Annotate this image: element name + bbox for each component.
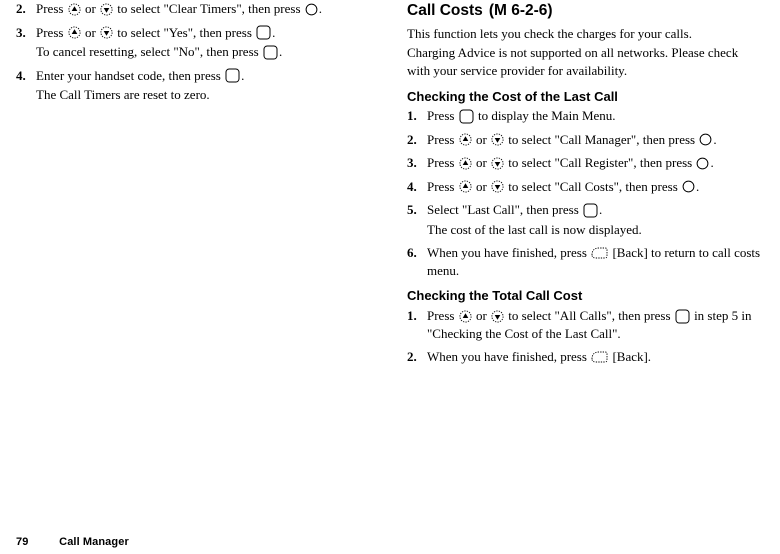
step-item: 5.Select "Last Call", then press . The co…: [407, 201, 762, 238]
left-steps: 2.Press or to select "Clear Timers", the…: [16, 0, 371, 104]
step-subtext: The Call Timers are reset to zero.: [36, 86, 371, 104]
step-body: Enter your handset code, then press .The…: [36, 67, 371, 104]
step-item: 1.Press or to select "All Calls", then p…: [407, 307, 762, 342]
softkey-back-icon: [591, 350, 608, 364]
step-item: 4.Press or to select "Call Costs", then …: [407, 178, 762, 196]
step-item: 1.Press to display the Main Menu.: [407, 107, 762, 125]
up-arrow-icon: [459, 133, 472, 146]
step-item: 2.When you have finished, press [Back].: [407, 348, 762, 366]
select-circle-icon: [696, 157, 709, 170]
step-number: 5.: [407, 201, 427, 238]
intro-line-1: This function lets you check the charges…: [407, 25, 762, 43]
step-item: 6.When you have finished, press [Back] t…: [407, 244, 762, 279]
step-body: Press or to select "Call Manager", then …: [427, 131, 762, 149]
step-text: Press or to select "Yes", then press .: [36, 24, 371, 42]
step-number: 2.: [407, 131, 427, 149]
footer-chapter: Call Manager: [59, 536, 129, 548]
step-body: Press or to select "Yes", then press .To…: [36, 24, 371, 61]
select-circle-icon: [699, 133, 712, 146]
step-text: Press or to select "Call Manager", then …: [427, 131, 762, 149]
step-number: 1.: [407, 307, 427, 342]
page-number: 79: [16, 535, 56, 550]
page-footer: 79 Call Manager: [16, 535, 129, 550]
page: 2.Press or to select "Clear Timers", the…: [0, 0, 780, 520]
step-body: When you have finished, press [Back] to …: [427, 244, 762, 279]
step-number: 4.: [16, 67, 36, 104]
step-number: 1.: [407, 107, 427, 125]
down-arrow-icon: [491, 180, 504, 193]
up-arrow-icon: [68, 26, 81, 39]
step-number: 6.: [407, 244, 427, 279]
up-arrow-icon: [459, 310, 472, 323]
step-number: 3.: [16, 24, 36, 61]
step-text: When you have finished, press [Back] to …: [427, 244, 762, 279]
ok-button-icon: [256, 25, 271, 40]
step-subtext: To cancel resetting, select "No", then p…: [36, 43, 371, 61]
section-heading: Call Costs (M 6-2-6): [407, 1, 762, 22]
ok-button-icon: [263, 45, 278, 60]
up-arrow-icon: [459, 157, 472, 170]
step-text: When you have finished, press [Back].: [427, 348, 762, 366]
heading-title: Call Costs: [407, 1, 483, 22]
step-body: Press or to select "Call Register", then…: [427, 154, 762, 172]
steps-total-cost: 1.Press or to select "All Calls", then p…: [407, 307, 762, 366]
step-item: 2.Press or to select "Clear Timers", the…: [16, 0, 371, 18]
step-text: Press to display the Main Menu.: [427, 107, 762, 125]
step-text: Select "Last Call", then press .: [427, 201, 762, 219]
softkey-back-icon: [591, 246, 608, 260]
step-item: 2.Press or to select "Call Manager", the…: [407, 131, 762, 149]
down-arrow-icon: [100, 26, 113, 39]
ok-button-icon: [583, 203, 598, 218]
ok-button-icon: [459, 109, 474, 124]
step-number: 3.: [407, 154, 427, 172]
step-body: Press or to select "All Calls", then pre…: [427, 307, 762, 342]
select-circle-icon: [682, 180, 695, 193]
left-column: 2.Press or to select "Clear Timers", the…: [16, 0, 389, 520]
step-body: Press or to select "Clear Timers", then …: [36, 0, 371, 18]
down-arrow-icon: [100, 3, 113, 16]
step-body: Press to display the Main Menu.: [427, 107, 762, 125]
step-text: Enter your handset code, then press .: [36, 67, 371, 85]
down-arrow-icon: [491, 310, 504, 323]
step-body: Press or to select "Call Costs", then pr…: [427, 178, 762, 196]
right-column: Call Costs (M 6-2-6) This function lets …: [389, 0, 762, 520]
ok-button-icon: [675, 309, 690, 324]
step-item: 3.Press or to select "Yes", then press .…: [16, 24, 371, 61]
step-number: 2.: [407, 348, 427, 366]
heading-menucode: (M 6-2-6): [489, 1, 553, 22]
subhead-last-call: Checking the Cost of the Last Call: [407, 88, 762, 106]
step-item: 3.Press or to select "Call Register", th…: [407, 154, 762, 172]
down-arrow-icon: [491, 157, 504, 170]
down-arrow-icon: [491, 133, 504, 146]
ok-button-icon: [225, 68, 240, 83]
intro-line-2: Charging Advice is not supported on all …: [407, 44, 762, 79]
up-arrow-icon: [68, 3, 81, 16]
step-body: Select "Last Call", then press . The cost…: [427, 201, 762, 238]
step-number: 4.: [407, 178, 427, 196]
step-text: Press or to select "All Calls", then pre…: [427, 307, 762, 342]
step-body: When you have finished, press [Back].: [427, 348, 762, 366]
subhead-total-cost: Checking the Total Call Cost: [407, 287, 762, 305]
select-circle-icon: [305, 3, 318, 16]
step-subtext: The cost of the last call is now display…: [427, 221, 762, 239]
step-text: Press or to select "Call Costs", then pr…: [427, 178, 762, 196]
steps-last-call: 1.Press to display the Main Menu.2.Press…: [407, 107, 762, 279]
step-number: 2.: [16, 0, 36, 18]
step-text: Press or to select "Call Register", then…: [427, 154, 762, 172]
step-text: Press or to select "Clear Timers", then …: [36, 0, 371, 18]
up-arrow-icon: [459, 180, 472, 193]
step-item: 4.Enter your handset code, then press .T…: [16, 67, 371, 104]
